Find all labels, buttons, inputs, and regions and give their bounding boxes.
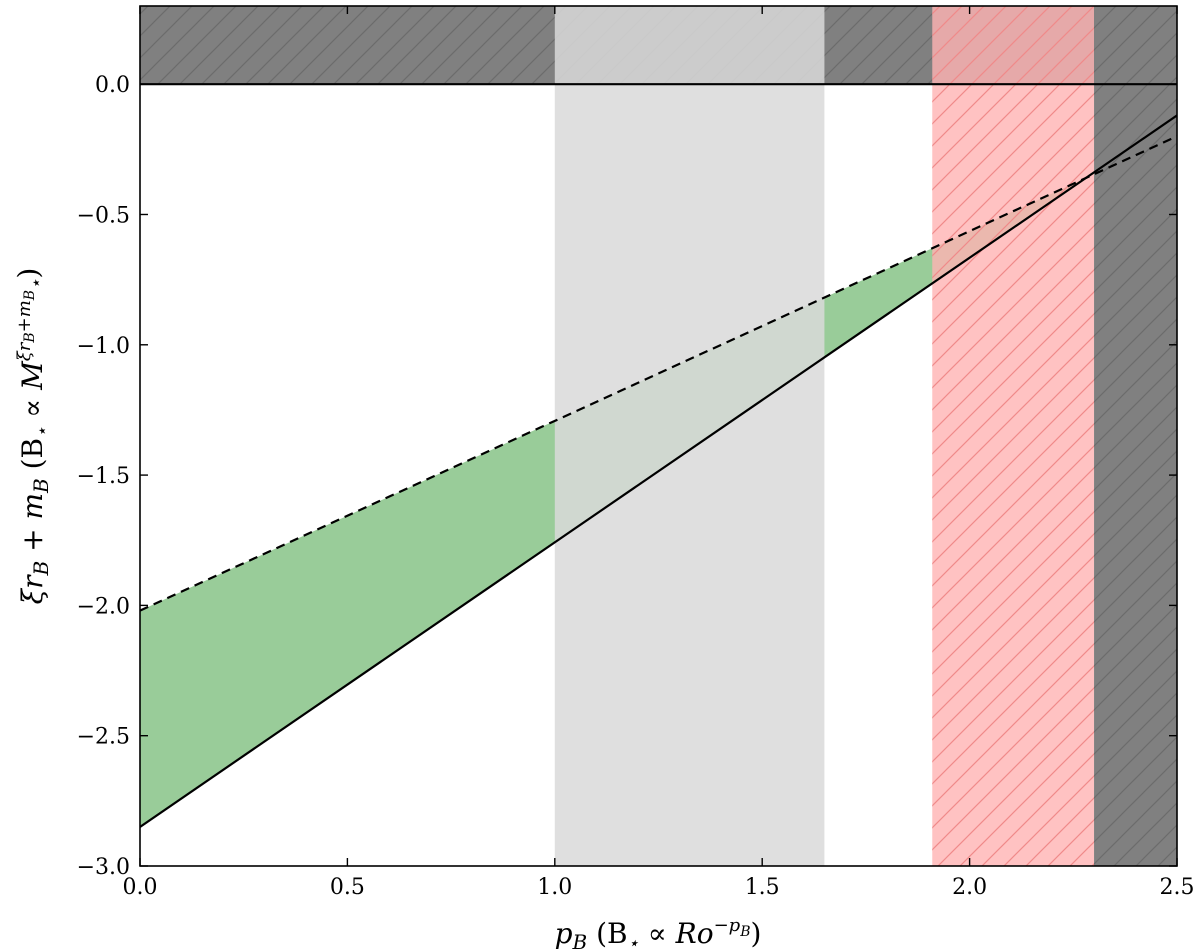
dark-hatched-band-hatch [1094,6,1177,866]
x-tick-label: 2.5 [1160,875,1195,900]
x-axis-label: pB (B⋆ ∝ Ro−pB) [555,915,762,951]
plot-frame [139,5,1178,867]
red-hatched-band-hatch [932,6,1095,866]
x-tick-label: 1.5 [745,875,780,900]
y-tick-label: −0.5 [77,203,130,228]
y-tick-label: −2.0 [77,594,130,619]
x-tick-label: 2.0 [952,875,987,900]
y-tick-label: −1.5 [77,464,130,489]
y-tick-label: −1.0 [77,334,130,359]
x-tick-label: 1.0 [537,875,572,900]
dashed-line [140,135,1177,612]
y-tick-label: 0.0 [95,73,130,98]
x-tick-label: 0.5 [330,875,365,900]
solid-line [140,114,1177,828]
y-tick-label: −3.0 [77,855,130,880]
y-axis-label: ξrB + mB (B⋆ ∝ MξrB+mB⋆) [12,268,53,605]
x-tick-label: 0.0 [123,875,158,900]
gray-band [554,6,825,866]
y-tick-label: −2.5 [77,725,130,750]
